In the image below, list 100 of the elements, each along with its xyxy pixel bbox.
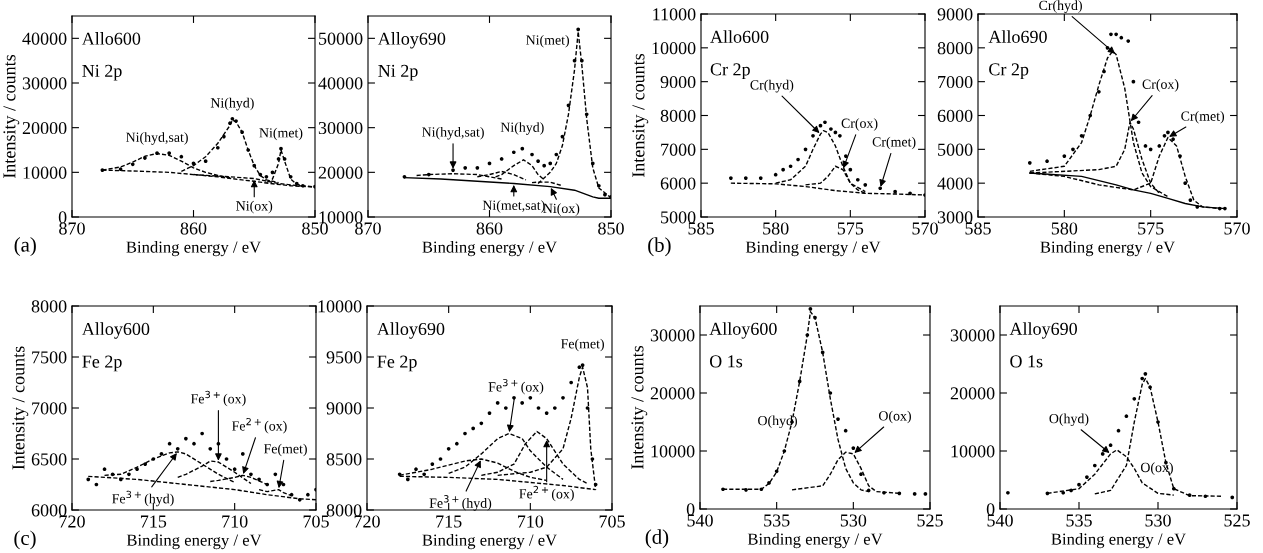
text: Allo600 bbox=[81, 32, 141, 45]
y-tick-label: 10000 bbox=[651, 445, 695, 458]
y-tick-label: 30000 bbox=[318, 121, 363, 135]
annotation: Ni(hyd,sat) bbox=[422, 126, 484, 140]
y-tick-label: 20000 bbox=[318, 166, 363, 179]
annotation: Ni(met) bbox=[526, 34, 570, 48]
x-tick-label: 580 bbox=[1051, 222, 1078, 235]
x-tick-label: 570 bbox=[912, 222, 938, 235]
y-axis-title: Intensity / counts bbox=[12, 346, 29, 470]
x-tick-label: 525 bbox=[917, 514, 943, 527]
x-tick-label: 850 bbox=[598, 222, 624, 235]
annotation: Fe$^{3+}$(hyd) bbox=[429, 495, 492, 511]
x-tick-label: 585 bbox=[688, 222, 714, 235]
annotation: Ni(met) bbox=[259, 127, 303, 141]
y-tick-label: 20000 bbox=[650, 387, 695, 400]
y-tick-label: 10000 bbox=[652, 42, 696, 55]
text: Cr 2p bbox=[710, 63, 750, 80]
annotation: Cr(ox) bbox=[841, 118, 878, 131]
x-tick-label: 850 bbox=[302, 222, 328, 235]
y-tick-label: 7000 bbox=[32, 402, 67, 415]
y-tick-label: 6000 bbox=[937, 109, 973, 122]
x-tick-label: 705 bbox=[303, 515, 329, 528]
y-tick-label: 6500 bbox=[31, 453, 67, 466]
text: (a) bbox=[14, 237, 36, 256]
y-tick-label: 11000 bbox=[653, 8, 696, 21]
x-tick-label: 715 bbox=[140, 515, 167, 528]
text: Cr 2p bbox=[989, 63, 1029, 80]
text: Fe 2p bbox=[82, 355, 122, 372]
text: Ni 2p bbox=[378, 64, 418, 81]
x-axis-title: Binding energy / eV bbox=[126, 534, 262, 550]
x-tick-label: 535 bbox=[1066, 514, 1092, 527]
y-tick-label: 10000 bbox=[319, 211, 363, 224]
text: Ni 2p bbox=[82, 64, 122, 81]
annotation: Ni(hyd) bbox=[500, 122, 544, 135]
text: Allo690 bbox=[988, 30, 1047, 43]
annotation: Fe$^{2+}$(ox) bbox=[232, 417, 287, 434]
y-tick-label: 10000 bbox=[23, 166, 67, 179]
text: (d) bbox=[645, 529, 669, 549]
annotation: Fe$^{3+}$(ox) bbox=[488, 378, 544, 395]
y-tick-label: 8500 bbox=[326, 453, 362, 466]
annotation: Ni(hyd,sat) bbox=[126, 132, 188, 145]
x-tick-label: 575 bbox=[1138, 222, 1164, 235]
x-tick-label: 710 bbox=[222, 515, 248, 528]
annotation: Cr(met) bbox=[872, 136, 916, 150]
y-tick-label: 0 bbox=[686, 503, 695, 516]
y-tick-label: 20000 bbox=[22, 121, 67, 135]
y-tick-label: 50000 bbox=[319, 32, 363, 45]
text: Alloy690 bbox=[376, 322, 445, 339]
annotation: Cr(hyd) bbox=[750, 79, 794, 93]
y-tick-label: 5000 bbox=[938, 143, 973, 156]
y-tick-label: 9000 bbox=[937, 8, 973, 21]
annotation: Ni(hyd) bbox=[210, 97, 254, 111]
y-tick-label: 4000 bbox=[937, 177, 973, 190]
text: Allo600 bbox=[710, 30, 769, 43]
x-tick-label: 575 bbox=[837, 222, 864, 235]
y-axis-title: Intensity / counts bbox=[632, 53, 649, 178]
x-tick-label: 860 bbox=[476, 222, 503, 235]
x-tick-label: 540 bbox=[987, 514, 1013, 527]
annotation: Cr(met) bbox=[1181, 111, 1225, 124]
y-tick-label: 7500 bbox=[32, 351, 67, 364]
x-tick-label: 860 bbox=[180, 222, 207, 235]
x-tick-label: 525 bbox=[1224, 514, 1250, 527]
annotation: Fe$^{3+}$(ox) bbox=[190, 390, 246, 407]
annotation: Ni(ox) bbox=[236, 200, 273, 214]
x-tick-label: 870 bbox=[355, 222, 381, 235]
y-tick-label: 40000 bbox=[318, 77, 363, 90]
annotation: Fe$^{3+}$(hyd) bbox=[112, 490, 174, 507]
annotation: Cr(ox) bbox=[1142, 79, 1179, 92]
y-tick-label: 30000 bbox=[650, 329, 695, 342]
x-tick-label: 535 bbox=[764, 514, 790, 527]
y-tick-label: 7000 bbox=[938, 75, 973, 89]
annotation: O(ox) bbox=[878, 410, 911, 424]
y-tick-label: 9000 bbox=[660, 75, 696, 89]
text: (c) bbox=[14, 530, 36, 550]
annotation: Fe$^{2+}$(ox) bbox=[519, 485, 574, 502]
text: Alloy600 bbox=[81, 322, 150, 339]
y-tick-label: 30000 bbox=[22, 77, 67, 90]
annotation: O(ox) bbox=[1140, 462, 1173, 475]
y-tick-label: 3000 bbox=[937, 211, 973, 224]
annotation: O(hyd) bbox=[1049, 413, 1089, 427]
x-tick-label: 720 bbox=[354, 515, 380, 528]
x-tick-label: 530 bbox=[1145, 514, 1171, 527]
y-tick-label: 10000 bbox=[951, 445, 995, 458]
y-tick-label: 5000 bbox=[661, 211, 696, 224]
text: (b) bbox=[648, 237, 671, 257]
x-tick-label: 540 bbox=[687, 514, 713, 527]
text: O 1s bbox=[1010, 355, 1043, 368]
y-tick-label: 40000 bbox=[22, 32, 67, 45]
y-tick-label: 6000 bbox=[660, 177, 696, 190]
y-tick-label: 7000 bbox=[661, 143, 696, 156]
x-tick-label: 705 bbox=[599, 515, 625, 528]
x-axis-title: Binding energy / eV bbox=[1040, 241, 1175, 257]
text: Alloy600 bbox=[709, 322, 777, 339]
y-tick-label: 8000 bbox=[326, 504, 362, 517]
y-tick-label: 0 bbox=[986, 503, 995, 516]
x-tick-label: 580 bbox=[763, 222, 789, 235]
x-tick-label: 570 bbox=[1224, 222, 1250, 235]
x-tick-label: 715 bbox=[436, 515, 462, 528]
text: Fe 2p bbox=[377, 355, 417, 372]
x-tick-label: 530 bbox=[840, 514, 867, 527]
